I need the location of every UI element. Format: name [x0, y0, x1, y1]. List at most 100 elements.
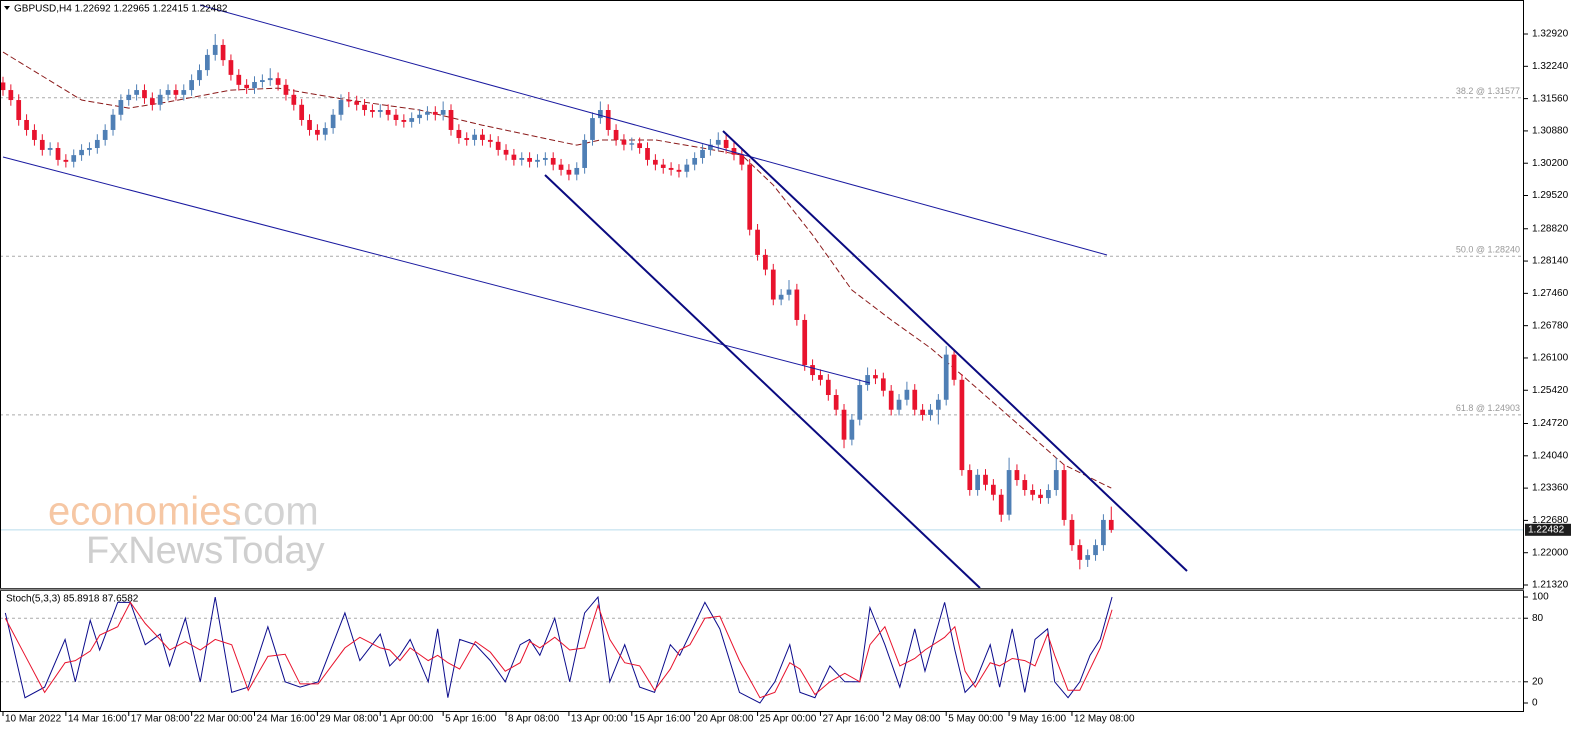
candle-body [574, 167, 580, 175]
candle-body [71, 155, 77, 162]
candle-body [267, 78, 273, 81]
candle-body [998, 494, 1004, 515]
candle-body [739, 154, 745, 165]
candle-body [951, 354, 957, 380]
candle-body [149, 98, 155, 105]
candle-body [55, 148, 61, 160]
candle-body [487, 139, 493, 142]
candle-body [1038, 494, 1043, 499]
candle-body [354, 101, 360, 105]
candle-body [810, 365, 815, 376]
candle-body [220, 44, 226, 61]
candle-body [1101, 519, 1106, 546]
y-tick-label: 1.27460 [1532, 288, 1569, 299]
candle-body [873, 375, 878, 379]
candle-body [983, 474, 988, 485]
candle-body [142, 90, 147, 99]
candle-body [110, 114, 116, 130]
trend-line [199, 4, 1108, 256]
candle-body [613, 129, 619, 140]
candle-body [228, 60, 234, 75]
candle-body [943, 354, 949, 400]
candle-body [118, 100, 124, 115]
price-tag [1525, 523, 1571, 536]
candle-body [204, 54, 210, 71]
candle-body [653, 159, 658, 165]
x-tick-label: 5 May 00:00 [948, 714, 1003, 725]
y-tick-label: 1.22000 [1532, 547, 1569, 558]
candle-body [991, 484, 996, 495]
candle-body [1061, 470, 1067, 520]
y-tick-label: 80 [1532, 613, 1544, 624]
x-tick-label: 25 Apr 00:00 [760, 714, 817, 725]
candle-body [432, 111, 438, 115]
candle-body [362, 104, 367, 111]
candle-body [857, 385, 863, 420]
x-tick-label: 8 Apr 08:00 [508, 714, 560, 725]
candle-body [637, 143, 643, 149]
candle-body [566, 169, 572, 175]
stoch-line [4, 595, 1113, 704]
watermark: economies [48, 490, 241, 534]
candle-body [8, 90, 14, 101]
y-tick-label: 1.22680 [1532, 515, 1569, 526]
candle-body [1022, 480, 1028, 491]
candle-body [1006, 470, 1012, 515]
candle-body [425, 111, 430, 115]
candle-body [959, 379, 965, 471]
candle-body [1077, 545, 1083, 560]
x-tick-label: 29 Mar 08:00 [319, 714, 378, 725]
y-tick-label: 1.29520 [1532, 190, 1569, 201]
x-tick-label: 17 Mar 08:00 [131, 714, 190, 725]
candle-body [778, 294, 784, 300]
candle-body [307, 119, 312, 130]
y-tick-label: 100 [1532, 592, 1549, 603]
candle-body [621, 139, 627, 145]
indicator-title: Stoch(5,3,3) 85.8918 87.6582 [6, 594, 139, 605]
stoch-line [4, 601, 1113, 699]
candle-body [275, 78, 281, 85]
candle-body [283, 84, 289, 95]
candle-body [975, 474, 981, 491]
candle-body [63, 159, 69, 162]
level-label: 38.2 @ 1.31577 [1456, 86, 1520, 96]
candle-body [590, 118, 595, 140]
x-tick-label: 15 Apr 16:00 [634, 714, 691, 725]
candle-body [692, 157, 698, 165]
candle-body [197, 70, 202, 81]
watermark: FxNewsToday [86, 530, 325, 572]
candle-body [660, 164, 666, 168]
candle-body [535, 159, 540, 162]
candle-body [189, 80, 194, 91]
candle-body [763, 254, 768, 270]
y-tick-label: 1.24040 [1532, 450, 1569, 461]
candle-body [244, 84, 250, 89]
candle-body [849, 419, 855, 440]
candle-body [503, 149, 509, 155]
candle-body [865, 375, 870, 386]
x-tick-label: 13 Apr 00:00 [571, 714, 628, 725]
x-tick-label: 2 May 08:00 [885, 714, 940, 725]
candle-body [338, 100, 344, 115]
y-tick-label: 1.24720 [1532, 418, 1569, 429]
candle-body [1046, 490, 1051, 499]
candle-body [1014, 470, 1020, 481]
trend-line [722, 130, 1188, 572]
candle-body [582, 139, 587, 168]
y-tick-label: 20 [1532, 676, 1544, 687]
candle-body [1053, 470, 1059, 491]
candle-body [212, 44, 218, 55]
candle-body [833, 395, 839, 410]
y-tick-label: 0 [1532, 698, 1538, 709]
price-tag-label: 1.22482 [1528, 524, 1565, 535]
candle-body [385, 110, 391, 115]
candle-body [102, 129, 108, 140]
menu-icon[interactable] [4, 6, 10, 10]
y-tick-label: 1.25420 [1532, 385, 1569, 396]
candle-body [629, 143, 635, 145]
candle-body [770, 269, 776, 300]
candle-body [24, 119, 29, 130]
plot-layer: 38.2 @ 1.31577 50.0 @ 1.28240 61.8 @ 1.249… [0, 34, 1524, 704]
